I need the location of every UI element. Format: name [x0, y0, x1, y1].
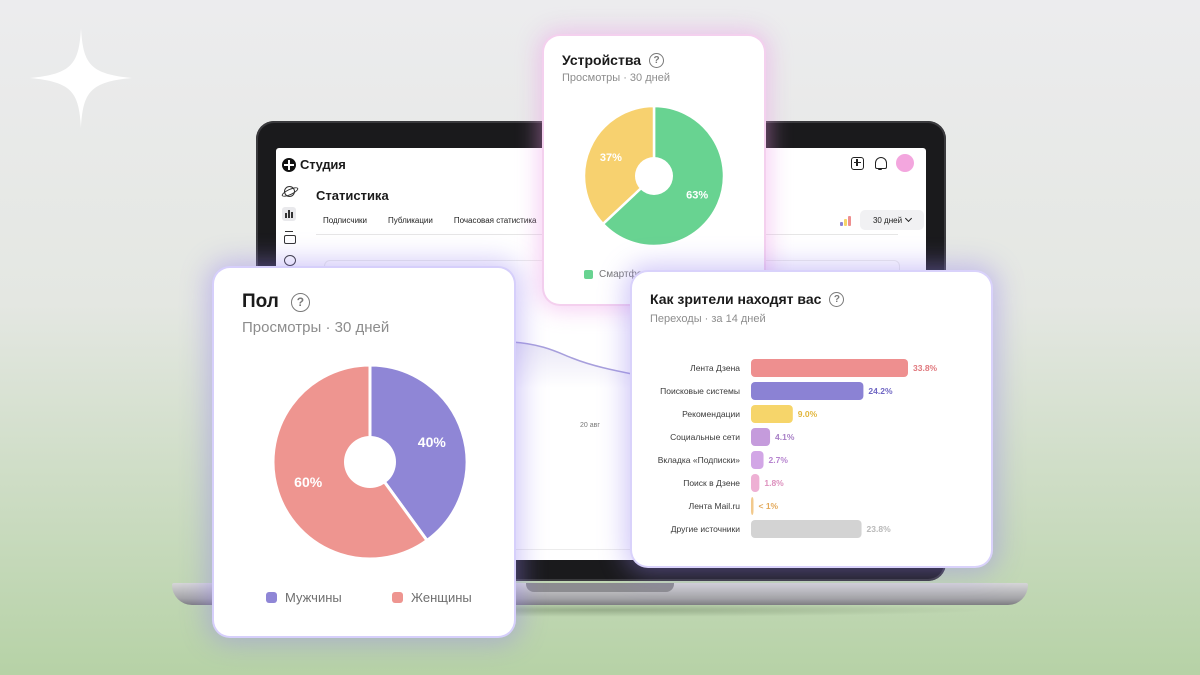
planet-icon[interactable]	[282, 184, 296, 198]
gender-donut-hole	[344, 436, 396, 488]
sources-subtitle: Переходы · за 14 дней	[650, 313, 766, 325]
legend-item-women: Женщины	[392, 590, 472, 605]
bar-chart-icon[interactable]	[282, 207, 296, 221]
gender-slice-0[interactable]	[368, 365, 467, 543]
trend-line	[512, 341, 642, 388]
tab-hourly-stats[interactable]: Почасовая статистика	[453, 216, 537, 225]
app-sidebar	[282, 184, 300, 276]
bar[interactable]	[751, 428, 771, 446]
legend-label-women: Женщины	[411, 590, 472, 605]
bell-icon[interactable]	[874, 156, 887, 170]
gender-subtitle: Просмотры · 30 дней	[242, 319, 390, 336]
bar-value-label: 4.1%	[775, 432, 795, 442]
chat-bubble-icon[interactable]	[282, 253, 296, 267]
gender-slice-label-0: 40%	[418, 434, 447, 450]
tab-publications[interactable]: Публикации	[388, 216, 433, 225]
sparkle-icon	[30, 28, 132, 128]
gender-title-text: Пол	[242, 291, 279, 312]
bar[interactable]	[751, 451, 764, 469]
bar-value-label: 2.7%	[769, 455, 789, 465]
bar-value-label: 24.2%	[868, 386, 893, 396]
stats-tabs: Подписчики Публикации Почасовая статисти…	[323, 216, 536, 225]
bar-category-label: Поиск в Дзене	[683, 478, 740, 488]
app-name: Студия	[300, 157, 346, 172]
x-axis-tick: 20 авг	[580, 422, 600, 429]
devices-slice-1[interactable]	[584, 106, 656, 226]
legend-swatch-women	[392, 592, 403, 603]
sources-title: Как зрители находят вас ?	[650, 291, 845, 307]
bar[interactable]	[751, 497, 754, 515]
bar-category-label: Поисковые системы	[660, 386, 740, 396]
studio-logo-icon	[282, 157, 296, 172]
bar[interactable]	[751, 520, 862, 538]
bar-category-label: Социальные сети	[670, 432, 740, 442]
legend-label-men: Мужчины	[285, 590, 342, 605]
legend-item-men: Мужчины	[266, 590, 342, 605]
sources-bar-chart: Лента Дзена 33.8% Поисковые системы 24.2% Ре…	[658, 359, 938, 538]
question-circle-icon[interactable]: ?	[649, 52, 665, 68]
devices-slice-label-1: 37%	[600, 152, 622, 164]
bar[interactable]	[751, 359, 908, 377]
legend-swatch-men	[266, 592, 277, 603]
question-circle-icon[interactable]: ?	[290, 292, 310, 312]
devices-donut-chart: 63% 37%	[584, 106, 724, 246]
bar-value-label: 33.8%	[913, 363, 938, 373]
bar-category-label: Лента Mail.ru	[689, 501, 741, 511]
bar[interactable]	[751, 405, 793, 423]
devices-title-text: Устройства	[562, 52, 642, 68]
gender-donut-chart: 40% 60%	[273, 365, 467, 559]
page-title: Статистика	[316, 188, 389, 203]
bar-value-label: 1.8%	[764, 478, 784, 488]
bar[interactable]	[751, 382, 864, 400]
laptop-notch	[526, 583, 674, 592]
bar-category-label: Вкладка «Подписки»	[658, 455, 741, 465]
bar-value-label: 23.8%	[867, 524, 892, 534]
legend-swatch-smartphones	[584, 270, 593, 279]
devices-legend: Смартфоны	[584, 269, 655, 280]
bar[interactable]	[751, 474, 760, 492]
sources-title-text: Как зрители находят вас	[650, 291, 822, 307]
period-value: 30 дней	[872, 215, 903, 225]
avatar[interactable]	[896, 154, 914, 172]
devices-card: Устройства ? Просмотры · 30 дней 63% 37% …	[544, 36, 764, 304]
bar-value-label: < 1%	[759, 501, 779, 511]
legend-label-smartphones: Смартфоны	[599, 269, 656, 280]
devices-slice-label-0: 63%	[686, 190, 708, 202]
period-dropdown[interactable]: 30 дней	[860, 210, 924, 230]
archive-icon[interactable]	[282, 230, 296, 244]
devices-title: Устройства ?	[562, 52, 665, 68]
chart-type-icon[interactable]	[840, 216, 852, 226]
app-logo[interactable]: Студия	[282, 157, 346, 172]
header-actions	[851, 154, 914, 172]
chevron-down-icon	[905, 214, 913, 223]
plus-square-icon[interactable]	[851, 156, 864, 170]
devices-subtitle: Просмотры · 30 дней	[562, 72, 670, 84]
bar-category-label: Лента Дзена	[690, 363, 740, 373]
bar-category-label: Рекомендации	[682, 409, 740, 419]
bar-category-label: Другие источники	[671, 524, 741, 534]
app-header: Студия	[276, 148, 926, 182]
tab-subscribers[interactable]: Подписчики	[323, 216, 368, 225]
bar-value-label: 9.0%	[798, 409, 818, 419]
gender-slice-label-1: 60%	[294, 474, 323, 490]
question-circle-icon[interactable]: ?	[829, 291, 845, 307]
gender-title: Пол ?	[242, 291, 310, 313]
devices-donut-hole	[635, 157, 673, 195]
gender-card: Пол ? Просмотры · 30 дней 40% 60% Мужчины…	[214, 268, 514, 636]
sources-card: Как зрители находят вас ? Переходы · за …	[632, 272, 991, 566]
